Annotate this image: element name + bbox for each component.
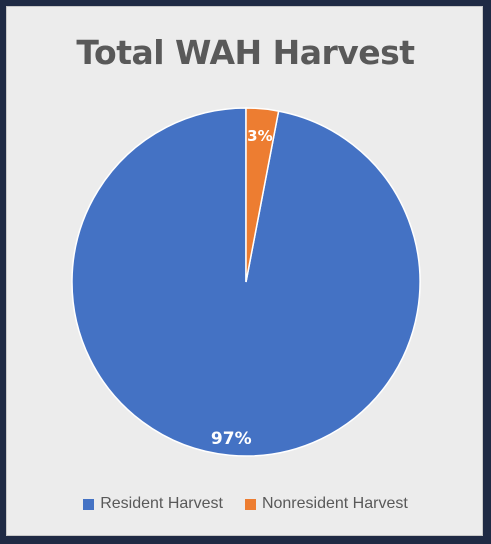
slice-nonresident (245, 107, 280, 283)
legend-item-resident: Resident Harvest (83, 495, 223, 513)
slice-label-resident: 97% (211, 429, 252, 449)
slice-label-nonresident: 3% (247, 127, 272, 145)
chart-legend: Resident Harvest Nonresident Harvest (7, 495, 484, 513)
chart-title: Total WAH Harvest (76, 33, 415, 72)
legend-label-nonresident: Nonresident Harvest (261, 495, 408, 512)
chart-frame: Total WAH Harvest 97% 3% Resident Harvest… (6, 6, 483, 536)
legend-label-resident: Resident Harvest (100, 495, 223, 512)
legend-swatch-nonresident (244, 498, 256, 510)
legend-swatch-resident (83, 498, 95, 510)
legend-item-nonresident: Nonresident Harvest (244, 495, 408, 513)
pie-chart: 97% 3% (71, 107, 421, 457)
